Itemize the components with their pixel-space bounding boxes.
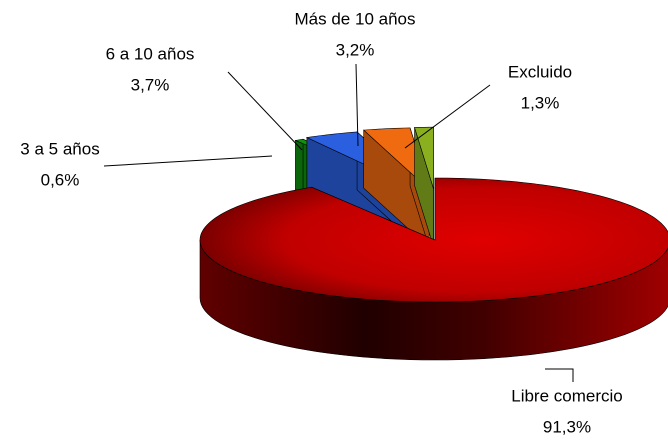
slice bbox=[414, 126, 434, 248]
labels: Libre comercio 91,3% 3 a 5 años 0,6% 6 a 10 … bbox=[20, 9, 622, 436]
category-label: 3 a 5 años bbox=[20, 139, 99, 158]
category-label: Excluido bbox=[508, 62, 572, 81]
category-label: Más de 10 años bbox=[295, 9, 416, 28]
pie bbox=[199, 126, 668, 361]
slice-top bbox=[199, 177, 668, 303]
leader-line bbox=[355, 63, 359, 147]
slice-top bbox=[362, 127, 430, 191]
leader-line bbox=[404, 84, 491, 149]
category-label: 6 a 10 años bbox=[106, 44, 195, 63]
leader-line bbox=[545, 368, 574, 382]
value-label: 0,6% bbox=[41, 170, 80, 189]
value-label: 3,7% bbox=[131, 75, 170, 94]
leader-line bbox=[227, 71, 303, 151]
category-label: Libre comercio bbox=[511, 386, 623, 405]
leader-line bbox=[103, 155, 273, 167]
value-label: 1,3% bbox=[521, 93, 560, 112]
value-label: 3,2% bbox=[336, 40, 375, 59]
slice bbox=[199, 177, 668, 361]
value-label: 91,3% bbox=[543, 417, 591, 436]
